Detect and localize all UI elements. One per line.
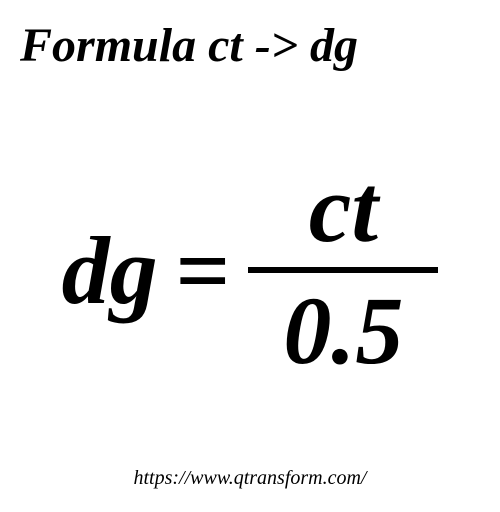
header-to-unit: dg xyxy=(310,19,358,72)
formula-header: Formula ct -> dg xyxy=(20,18,358,73)
header-label: Formula xyxy=(20,19,196,72)
equation-fraction: ct 0.5 xyxy=(248,161,438,379)
header-from-unit: ct xyxy=(208,19,243,72)
equation-block: dg = ct 0.5 xyxy=(0,140,500,400)
arrow-icon: -> xyxy=(255,19,298,72)
equation-numerator: ct xyxy=(309,161,378,267)
footer-url: https://www.qtransform.com/ xyxy=(0,467,500,490)
formula-card: Formula ct -> dg dg = ct 0.5 https://www… xyxy=(0,0,500,512)
equation-equals: = xyxy=(176,215,231,326)
equation-lhs: dg xyxy=(62,215,158,326)
equation-denominator: 0.5 xyxy=(283,273,403,379)
